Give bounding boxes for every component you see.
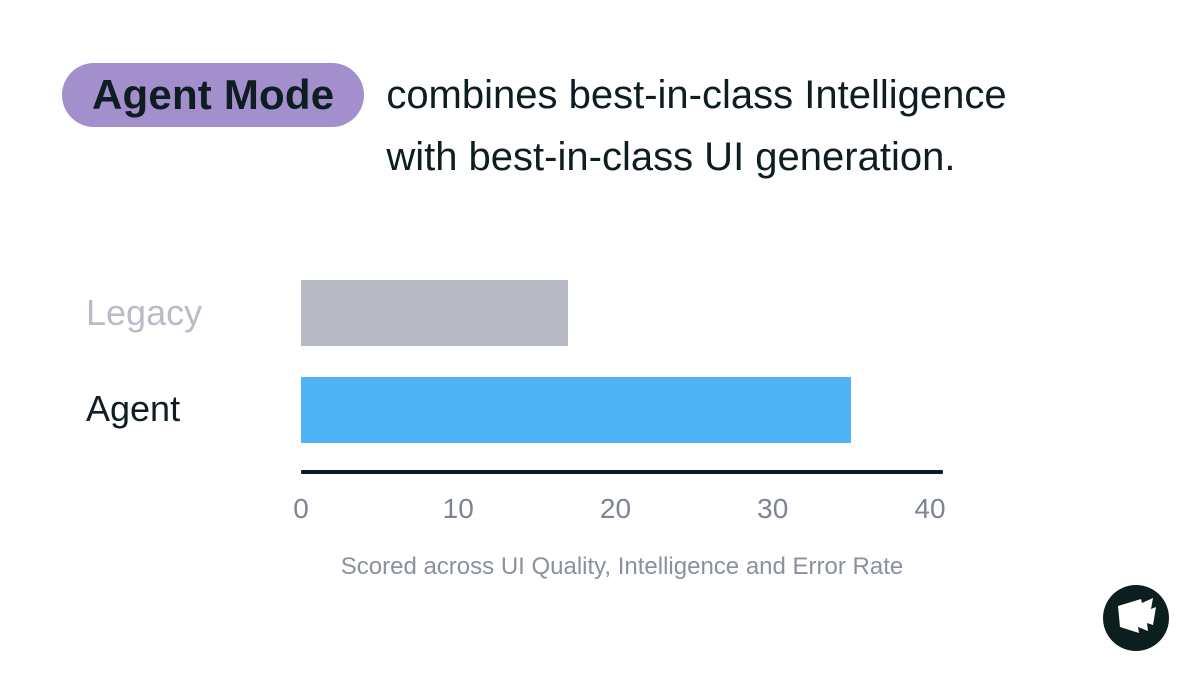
logo-flag-glyph [1118, 598, 1156, 633]
title-line-1: combines best-in-class Intelligence [386, 73, 1007, 117]
x-tick-30: 30 [757, 493, 789, 524]
x-tick-10: 10 [442, 493, 474, 524]
heading: Agent Mode combines best-in-class Intell… [62, 63, 1007, 188]
flag-logo-icon [1103, 585, 1169, 651]
bar-legacy [301, 280, 568, 346]
x-axis-line [301, 470, 943, 474]
x-tick-0: 0 [293, 493, 309, 524]
title-line-2: with best-in-class UI generation. [386, 135, 956, 179]
x-axis-ticks: 0 10 20 30 40 [293, 492, 945, 526]
page-title: combines best-in-class Intelligence with… [386, 63, 1006, 188]
bar-agent [301, 377, 851, 443]
agent-mode-badge: Agent Mode [62, 63, 365, 127]
brand-logo [1103, 585, 1169, 651]
category-label-legacy: Legacy [86, 292, 203, 333]
chart-caption: Scored across UI Quality, Intelligence a… [340, 553, 904, 580]
x-tick-20: 20 [599, 493, 632, 524]
x-tick-40: 40 [914, 493, 946, 524]
category-label-agent: Agent [86, 388, 181, 429]
